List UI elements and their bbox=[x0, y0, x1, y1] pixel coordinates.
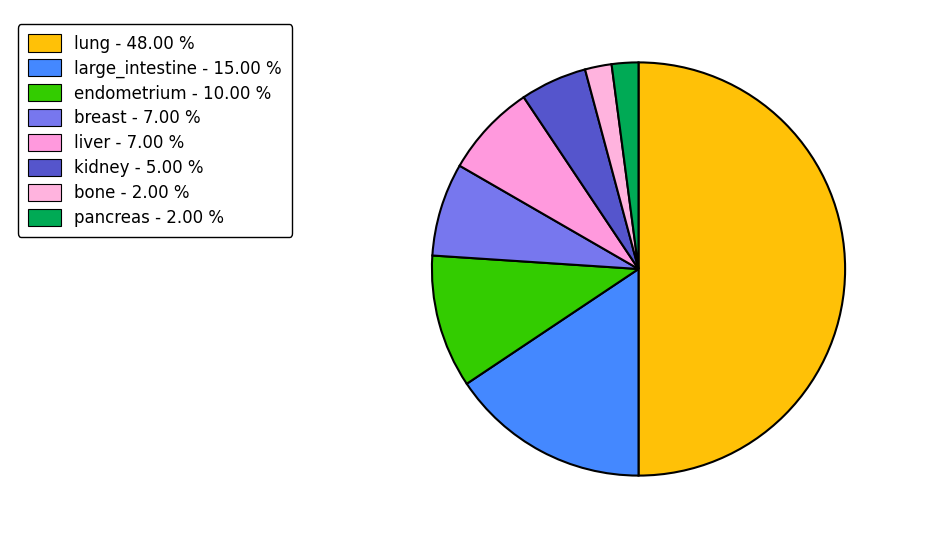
Wedge shape bbox=[459, 97, 639, 269]
Wedge shape bbox=[611, 62, 639, 269]
Wedge shape bbox=[467, 269, 639, 476]
Legend: lung - 48.00 %, large_intestine - 15.00 %, endometrium - 10.00 %, breast - 7.00 : lung - 48.00 %, large_intestine - 15.00 … bbox=[18, 24, 292, 237]
Wedge shape bbox=[524, 69, 639, 269]
Wedge shape bbox=[432, 256, 639, 384]
Wedge shape bbox=[639, 62, 845, 476]
Wedge shape bbox=[585, 64, 639, 269]
Wedge shape bbox=[432, 166, 639, 269]
